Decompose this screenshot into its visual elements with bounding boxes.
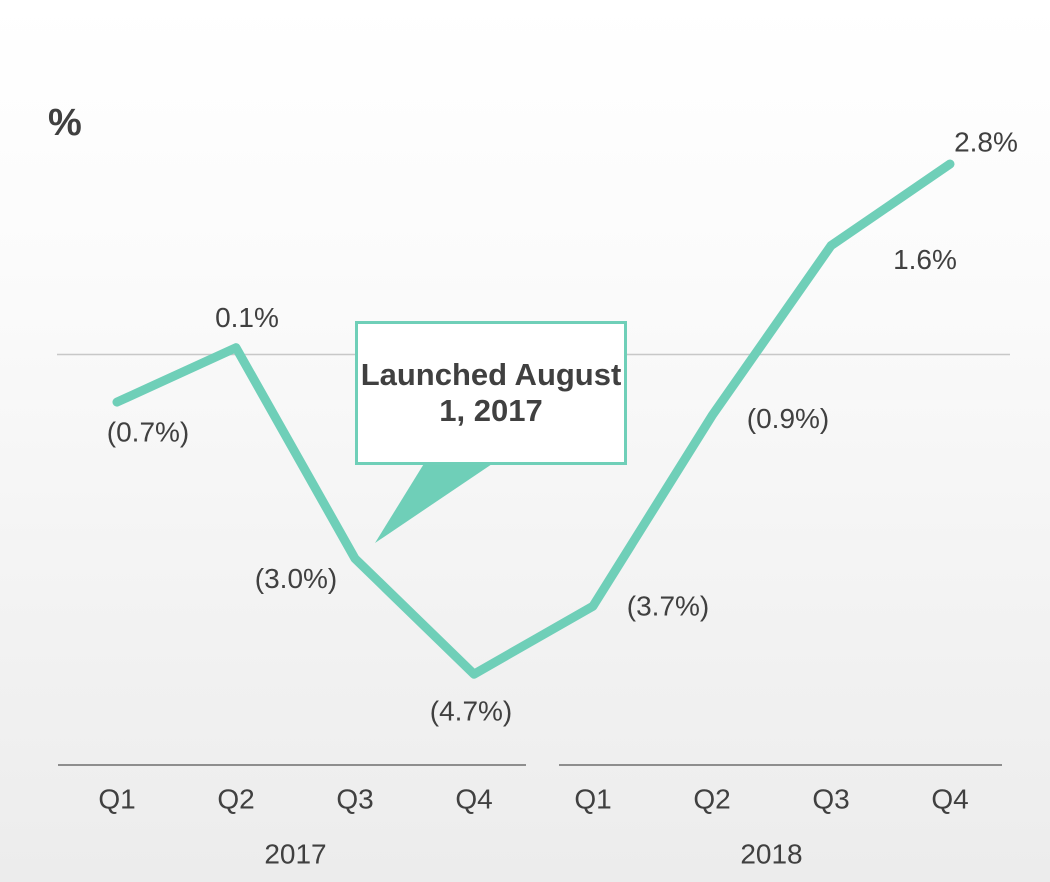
x-tick-label: Q3: [336, 783, 373, 814]
group-label: 2017: [264, 838, 326, 869]
annotation-pointer: [375, 462, 495, 543]
x-tick-label: Q1: [574, 783, 611, 814]
annotation: Launched August 1, 2017: [355, 321, 627, 465]
data-label: (0.7%): [107, 416, 189, 447]
data-label: 0.1%: [215, 302, 279, 333]
x-tick-label: Q2: [693, 783, 730, 814]
data-label: (4.7%): [430, 696, 512, 727]
data-label: 2.8%: [954, 126, 1018, 157]
x-tick-label: Q4: [931, 783, 968, 814]
data-label: (0.9%): [747, 403, 829, 434]
group-label: 2018: [740, 838, 802, 869]
x-tick-label: Q4: [455, 783, 492, 814]
data-label: (3.0%): [255, 563, 337, 594]
x-tick-label: Q2: [217, 783, 254, 814]
line: [112, 159, 955, 679]
y-axis-label: %: [48, 102, 82, 144]
x-tick-label: Q1: [98, 783, 135, 814]
data-label: (3.7%): [627, 591, 709, 622]
data-label: 1.6%: [893, 244, 957, 275]
x-tick-label: Q3: [812, 783, 849, 814]
